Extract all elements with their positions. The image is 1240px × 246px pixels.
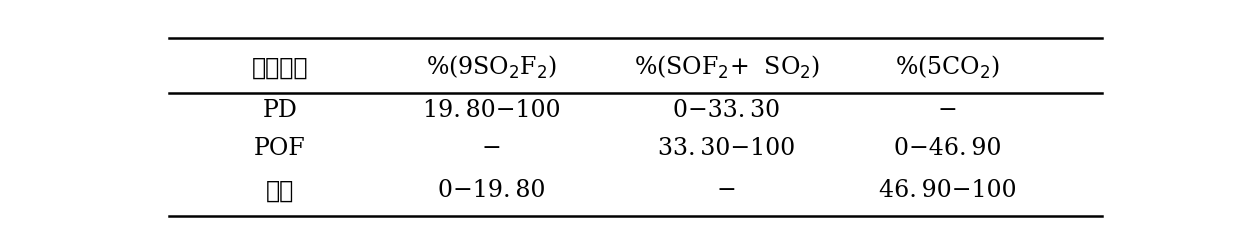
Text: PD: PD <box>263 99 298 123</box>
Text: 0−46. 90: 0−46. 90 <box>894 137 1002 160</box>
Text: −: − <box>717 179 737 202</box>
Text: −: − <box>481 137 501 160</box>
Text: 0−33. 30: 0−33. 30 <box>673 99 780 123</box>
Text: 33. 30−100: 33. 30−100 <box>658 137 795 160</box>
Text: 火花: 火花 <box>265 179 294 202</box>
Text: 46. 90−100: 46. 90−100 <box>879 179 1017 202</box>
Text: %(9SO$_2$F$_2$): %(9SO$_2$F$_2$) <box>425 54 557 81</box>
Text: 19. 80−100: 19. 80−100 <box>423 99 560 123</box>
Text: %(5CO$_2$): %(5CO$_2$) <box>895 54 1001 81</box>
Text: %(SOF$_2$+  SO$_2$): %(SOF$_2$+ SO$_2$) <box>634 54 820 81</box>
Text: 0−19. 80: 0−19. 80 <box>438 179 546 202</box>
Text: −: − <box>937 99 957 123</box>
Text: POF: POF <box>254 137 306 160</box>
Text: 故障类型: 故障类型 <box>252 55 309 79</box>
